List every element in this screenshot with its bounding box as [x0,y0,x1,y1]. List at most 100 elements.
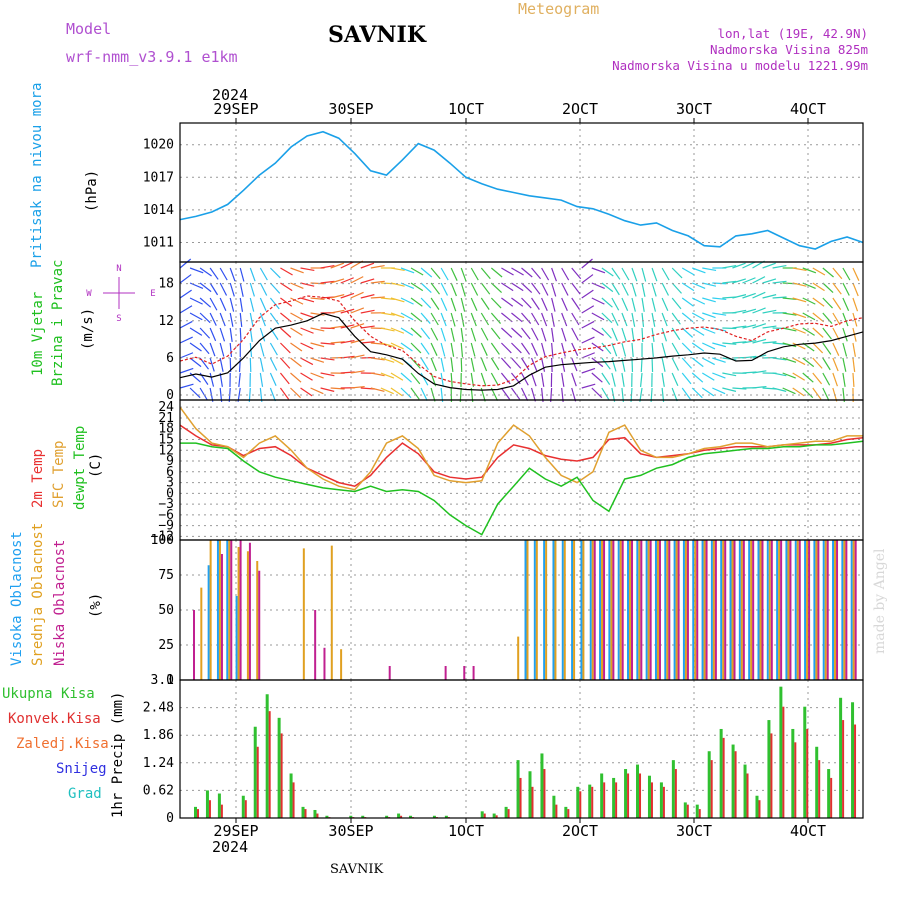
model-name: wrf-nmm_v3.9.1 e1km [66,48,238,66]
wind-barb [199,387,208,401]
precip-bar-total [659,782,663,818]
wind-barb [601,357,611,370]
wind-barb [320,342,335,345]
wind-barb [712,312,727,316]
wind-barb [279,387,290,400]
wind-barb [330,325,345,329]
highcloud-label: Visoka Oblacnost [9,531,25,666]
wind-barb [480,297,490,310]
wind-barb [691,357,704,368]
wind-barb [511,297,524,307]
wind-barb [370,387,385,392]
wind-barb [601,267,614,277]
precip-bar-total [313,809,317,818]
temp-tick-4: 0 [166,486,174,501]
wind-barb [290,372,302,383]
wind-barb [752,276,766,284]
wind-barb [782,387,796,395]
wind-barb [661,312,668,327]
wind-barb [702,342,716,350]
wind-barb [350,291,364,299]
xtick-bottom-0: 29SEP [213,822,258,840]
wind-barb [530,387,536,402]
wind-barb [470,327,477,342]
precip-bar-total [576,786,580,818]
wind-barb [812,342,824,354]
precip-bar-total [480,811,484,818]
wind-barb [189,357,202,368]
precip-bar-conv [208,800,211,818]
wind-barb [350,338,365,344]
precip-bar-total [325,815,329,818]
precip-bar-conv [650,782,653,818]
precip-bar-total [683,802,687,818]
precip-bar-total [277,717,281,818]
wind-barb [571,282,581,295]
temp-tick-8: 12 [158,443,174,458]
wind-barb [812,297,825,307]
wind-barb [229,282,235,297]
wind-barb [832,297,842,310]
wind-barb [229,297,235,312]
wind-barb [501,327,513,338]
wind-barb [661,282,670,296]
precip-bar-conv [197,809,199,818]
wind-barb [812,282,825,292]
cloud-tick-0: 0 [166,673,174,688]
wind-barb [310,312,325,316]
wind-barb [269,282,281,294]
wind-barb [420,342,430,355]
wind-barb [350,276,364,284]
wind-barb [782,372,796,379]
wind-barb [360,325,375,329]
precip-bar-total [552,795,556,818]
wind-barb [712,297,727,301]
wind-barb [591,342,604,352]
wind-barb [782,357,797,363]
precip-tick-0: 0 [166,811,174,826]
wind-barb [681,267,695,276]
wind-barb [410,267,424,276]
wind-barb [631,342,634,357]
wind-barb [551,312,555,327]
wind-barb [280,282,293,292]
wind-barb [561,297,568,312]
lonlat-label: lon,lat (19E, 42.9N) [717,26,868,41]
wind-barb [601,297,613,308]
wind-barb [300,267,315,272]
wind-barb [852,357,856,372]
wind-barb [370,264,385,269]
wind-barb [691,342,705,352]
wind-barb [782,312,797,316]
wind-barb [571,387,577,402]
wind-barb [360,278,375,284]
model-altitude-label: Nadmorska Visina u modelu 1221.99m [612,58,868,73]
wind-barb [350,307,365,314]
precip-bar-total [588,784,592,818]
wind-barb [732,294,747,299]
wind-barb [822,312,833,324]
wind-barb [460,282,466,297]
wind-barb [340,324,355,329]
wind-barb [330,309,345,314]
wind-barb [239,267,245,282]
wind-barb [782,297,797,301]
precip-bar-total [265,694,269,818]
wind-barb [722,342,737,345]
wind-barb [280,267,293,276]
wind-barb [671,297,682,310]
wind-gust-line [179,295,864,387]
precip-bar-conv [830,777,833,818]
wind-barb [480,312,490,326]
precip-bar-conv [782,706,785,818]
wind-barb [390,267,405,272]
wind-barb [280,327,292,338]
wind-barb [350,385,365,389]
wind-barb [842,372,846,387]
precip-bar-conv [794,742,797,818]
wind-barb [390,372,404,381]
wind-barb [591,297,605,305]
wind-barb [712,357,726,363]
xtick-top-1: 30SEP [328,100,373,118]
wind-barb [390,357,404,366]
